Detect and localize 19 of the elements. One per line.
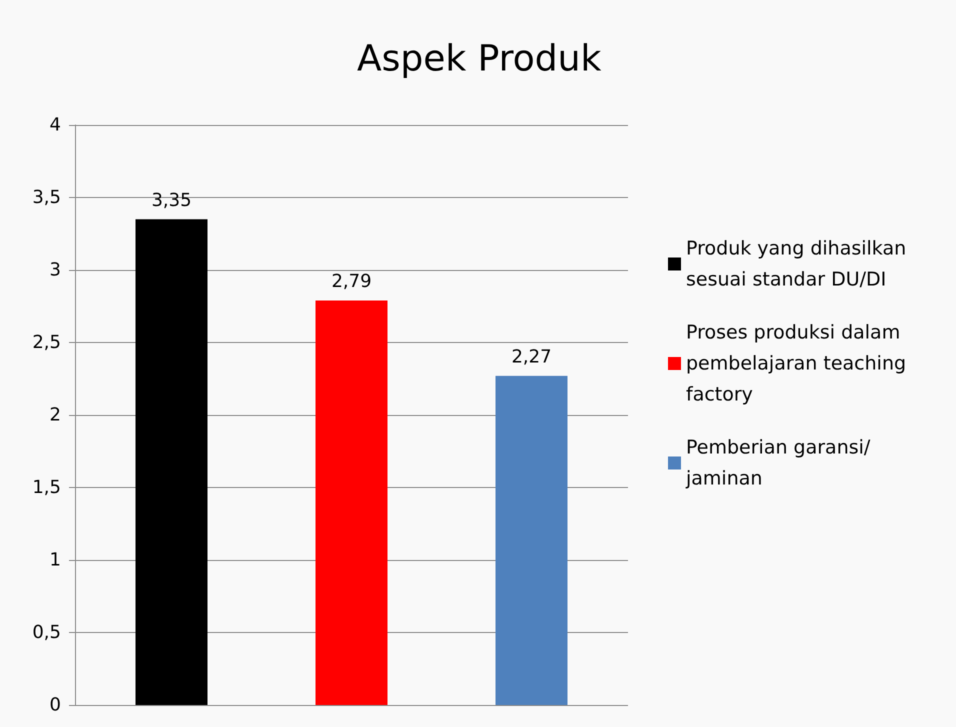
y-tick-label: 3,5 bbox=[32, 187, 61, 208]
y-tick-label: 2 bbox=[50, 404, 61, 426]
data-label: 2,27 bbox=[511, 346, 552, 368]
bar bbox=[136, 219, 208, 705]
y-tick-label: 1,5 bbox=[32, 477, 61, 498]
bar bbox=[316, 300, 388, 705]
chart-title: Aspek Produk bbox=[357, 38, 602, 80]
legend-label: Proses produksi dalam pembelajaran teaching factory bbox=[686, 322, 912, 406]
data-label: 3,35 bbox=[151, 190, 192, 211]
y-tick-label: 2,5 bbox=[32, 332, 61, 353]
data-label: 2,79 bbox=[331, 270, 372, 292]
y-tick-label: 4 bbox=[50, 114, 61, 136]
y-tick-label: 0 bbox=[50, 694, 61, 716]
y-tick-label: 0,5 bbox=[32, 622, 61, 643]
legend-label: Pemberian garansi/jaminan bbox=[685, 436, 871, 490]
y-tick-label: 3 bbox=[50, 260, 61, 280]
bar bbox=[496, 376, 568, 705]
legend-label: Produk yang dihasilkan sesuai standar DU/DI bbox=[686, 238, 912, 290]
y-tick-label: 1 bbox=[50, 550, 61, 570]
